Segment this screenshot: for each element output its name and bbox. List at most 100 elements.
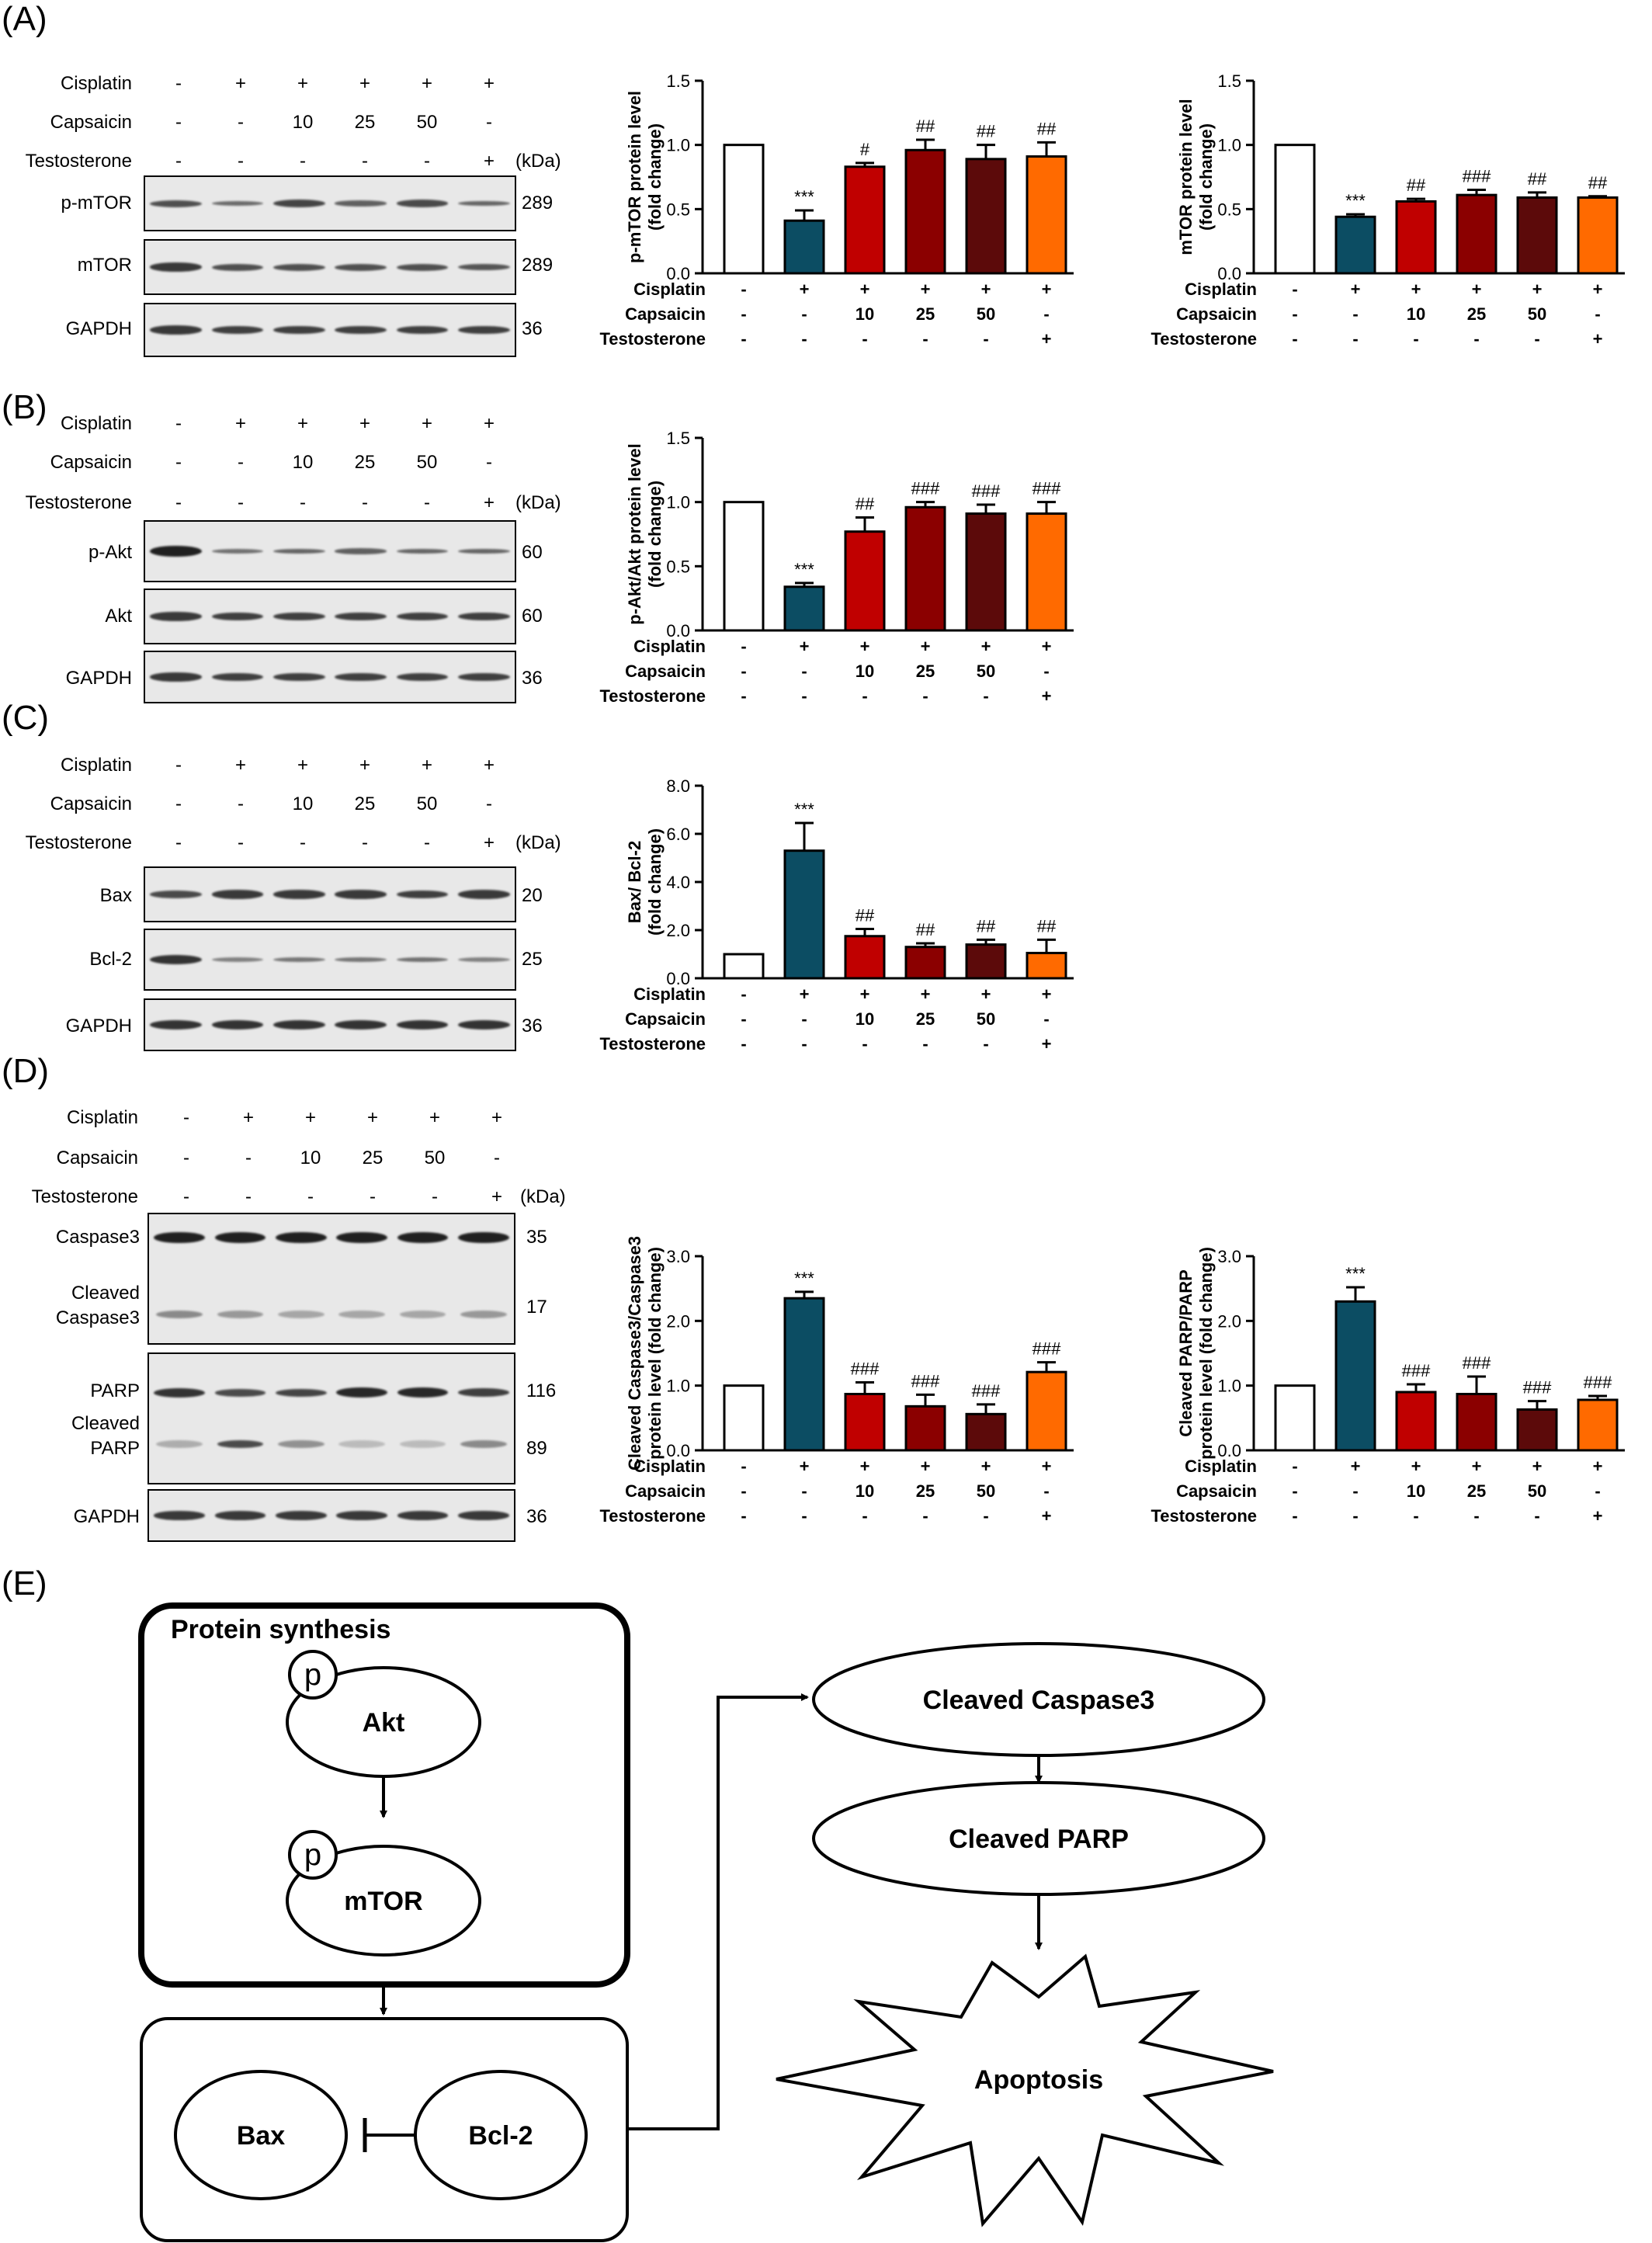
significance-label: ## xyxy=(1588,173,1608,193)
apoptosis-burst xyxy=(776,1953,1274,2227)
treatment-value: + xyxy=(1532,280,1543,299)
blot-strip xyxy=(144,651,516,703)
blot-band xyxy=(396,200,449,207)
treatment-value: + xyxy=(1351,1457,1361,1476)
blot-band-secondary xyxy=(156,1311,203,1319)
blot-band xyxy=(335,200,387,207)
treatment-value: 10 xyxy=(856,661,874,681)
treatment-value: - xyxy=(1595,1481,1600,1501)
treatment-value: - xyxy=(238,492,244,513)
mtor-node xyxy=(286,1845,481,1957)
significance-label: ### xyxy=(1032,479,1061,498)
y-tick-label: 1.5 xyxy=(666,71,690,91)
treatment-value: - xyxy=(238,452,244,473)
blot-strip-caspase3 xyxy=(148,1213,515,1345)
treatment-value: - xyxy=(1534,329,1539,349)
treatment-value: 25 xyxy=(916,304,935,324)
treatment-value: - xyxy=(801,661,807,681)
bar xyxy=(1395,1391,1437,1452)
treatment-value: + xyxy=(800,984,810,1004)
treatment-value: - xyxy=(741,661,746,681)
phospho-label-akt: p xyxy=(304,1658,321,1692)
blot-label: Bax xyxy=(99,885,132,906)
bar xyxy=(965,158,1007,275)
significance-label: ### xyxy=(911,479,940,498)
blot-band xyxy=(396,325,449,335)
treatment-value: + xyxy=(800,280,810,299)
y-axis-label: (fold change) xyxy=(645,481,665,588)
treatment-value: + xyxy=(483,73,495,94)
blot-label-cleaved-parp-1: Cleaved xyxy=(71,1413,140,1434)
y-tick-label: 1.0 xyxy=(666,493,690,512)
treatment-value: - xyxy=(424,151,430,172)
treatment-value: + xyxy=(981,984,991,1004)
cleaved-caspase3-label: Cleaved Caspase3 xyxy=(923,1686,1155,1715)
treatment-value: - xyxy=(862,329,867,349)
blot-band xyxy=(396,548,449,554)
treatment-label: Testosterone xyxy=(599,329,706,349)
bar-charts: 0.00.51.01.5p-mTOR protein level (fold ch… xyxy=(599,71,1625,1526)
bar xyxy=(723,501,765,632)
significance-label: ## xyxy=(856,905,875,925)
y-tick-label: 0.0 xyxy=(666,969,690,988)
treatment-value: - xyxy=(801,686,807,706)
treatment-value: - xyxy=(1292,1481,1297,1501)
treatment-value: - xyxy=(1473,329,1479,349)
y-tick-label: 1.5 xyxy=(1217,71,1241,91)
treatment-value: - xyxy=(175,151,182,172)
bar xyxy=(1026,512,1067,632)
treatment-value: 10 xyxy=(1407,1481,1425,1501)
treatment-value: - xyxy=(922,686,928,706)
panel-label-c: (C) xyxy=(2,699,50,737)
bar xyxy=(965,943,1007,980)
treatment-value: 25 xyxy=(916,1009,935,1029)
blot-label: GAPDH xyxy=(65,668,132,689)
blot-band xyxy=(335,672,387,682)
treatment-value: - xyxy=(741,686,746,706)
treatment-value: + xyxy=(421,73,432,94)
blot-band-secondary xyxy=(460,1440,507,1449)
y-axis-label: mTOR protein level xyxy=(1176,99,1196,255)
significance-label: ## xyxy=(1037,119,1057,138)
treatment-label: Testosterone xyxy=(1150,1506,1257,1526)
blot-strip xyxy=(144,303,516,357)
treatment-value: - xyxy=(741,1457,746,1476)
treatment-label: Capsaicin xyxy=(50,452,132,473)
blot-band xyxy=(211,325,264,335)
treatment-value: + xyxy=(1042,329,1052,349)
significance-label: *** xyxy=(1345,191,1366,210)
blot-band xyxy=(214,1389,266,1397)
treatment-value: 50 xyxy=(977,661,995,681)
protein-synthesis-box xyxy=(138,1602,630,1988)
blot-label: Akt xyxy=(105,606,132,627)
bar xyxy=(844,165,886,275)
treatment-label: Cisplatin xyxy=(633,1457,706,1476)
blot-band xyxy=(273,199,325,208)
bar xyxy=(783,849,825,980)
treatment-value: + xyxy=(860,280,870,299)
y-axis-label: Bax/ Bcl-2 xyxy=(625,841,644,923)
bar xyxy=(965,1412,1007,1452)
blot-band xyxy=(154,1387,206,1398)
treatment-value: - xyxy=(741,637,746,656)
treatment-label: Capsaicin xyxy=(1176,1481,1257,1501)
treatment-value: + xyxy=(483,755,495,776)
treatment-value: + xyxy=(297,73,308,94)
y-axis-label: (fold change) xyxy=(645,828,665,936)
blot-band xyxy=(150,672,202,682)
treatment-value: - xyxy=(801,1506,807,1526)
blot-label: mTOR xyxy=(77,255,132,276)
significance-label: *** xyxy=(794,187,814,207)
significance-label: ### xyxy=(972,1381,1001,1401)
blot-band xyxy=(335,957,387,962)
y-tick-label: 1.5 xyxy=(666,429,690,448)
molecular-weight: 89 xyxy=(526,1438,547,1459)
treatment-value: 25 xyxy=(362,1148,384,1168)
treatment-value: + xyxy=(1593,1506,1603,1526)
blot-band xyxy=(458,200,510,207)
molecular-weight: 25 xyxy=(522,949,543,970)
treatment-value: + xyxy=(800,1457,810,1476)
treatment-label: Capsaicin xyxy=(50,793,132,814)
blot-band xyxy=(336,1387,388,1398)
treatment-value: + xyxy=(1411,280,1421,299)
